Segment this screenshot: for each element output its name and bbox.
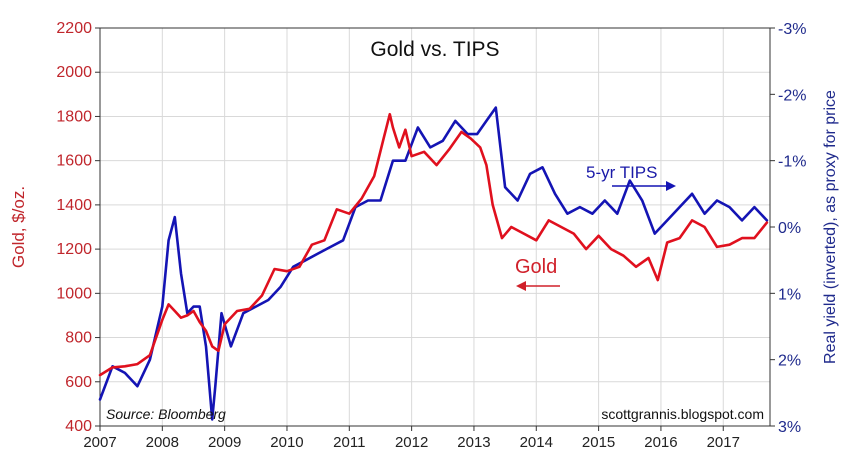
x-tick-label: 2011 — [333, 434, 365, 451]
x-axis-ticks: 2007 2008 2009 2010 2011 2012 2013 2014 2015 2016… — [83, 426, 740, 451]
left-axis-title: Gold, $/oz. — [9, 186, 28, 268]
left-tick-label: 1600 — [56, 153, 92, 170]
x-tick-label: 2017 — [707, 434, 740, 451]
x-tick-label: 2014 — [520, 434, 553, 451]
right-tick-label: -2% — [778, 87, 806, 104]
x-tick-label: 2010 — [270, 434, 303, 451]
x-tick-label: 2015 — [582, 434, 615, 451]
tips-series-line — [98, 106, 769, 421]
left-tick-label: 1400 — [56, 197, 92, 214]
tips-series-label: 5-yr TIPS — [586, 163, 657, 182]
chart-title: Gold vs. TIPS — [370, 38, 499, 61]
left-tick-label: 400 — [65, 418, 92, 435]
left-tick-label: 2200 — [56, 20, 92, 37]
x-tick-label: 2007 — [83, 434, 116, 451]
right-tick-label: 3% — [778, 419, 801, 436]
series-layer — [98, 106, 769, 421]
right-tick-label: -3% — [778, 21, 806, 38]
left-tick-label: 2000 — [56, 64, 92, 81]
source-note: Source: Bloomberg — [106, 406, 226, 422]
right-axis-title: Real yield (inverted), as proxy for pric… — [822, 90, 839, 364]
left-axis-ticks: 400 600 800 1000 1200 1400 1600 1800 2000 2200 — [56, 20, 100, 435]
left-tick-label: 1200 — [56, 241, 92, 258]
gold-series-line — [98, 112, 769, 377]
gold-arrow — [516, 281, 560, 291]
x-tick-label: 2009 — [208, 434, 241, 451]
tips-arrow — [612, 181, 676, 191]
right-tick-label: -1% — [778, 154, 806, 171]
left-tick-label: 1800 — [56, 108, 92, 125]
x-tick-label: 2012 — [395, 434, 428, 451]
right-tick-label: 1% — [778, 286, 801, 303]
right-tick-label: 0% — [778, 220, 801, 237]
left-tick-label: 600 — [65, 374, 92, 391]
left-tick-label: 800 — [65, 330, 92, 347]
x-tick-label: 2016 — [644, 434, 677, 451]
gridlines — [99, 27, 770, 427]
plot-frame — [99, 27, 771, 427]
gold-series-label: Gold — [515, 256, 557, 278]
blog-credit: scottgrannis.blogspot.com — [601, 406, 764, 422]
x-tick-label: 2013 — [457, 434, 490, 451]
right-axis-ticks: -3% -2% -1% 0% 1% 2% 3% — [770, 21, 806, 436]
x-tick-label: 2008 — [146, 434, 179, 451]
left-tick-label: 1000 — [56, 285, 92, 302]
right-tick-label: 2% — [778, 353, 801, 370]
